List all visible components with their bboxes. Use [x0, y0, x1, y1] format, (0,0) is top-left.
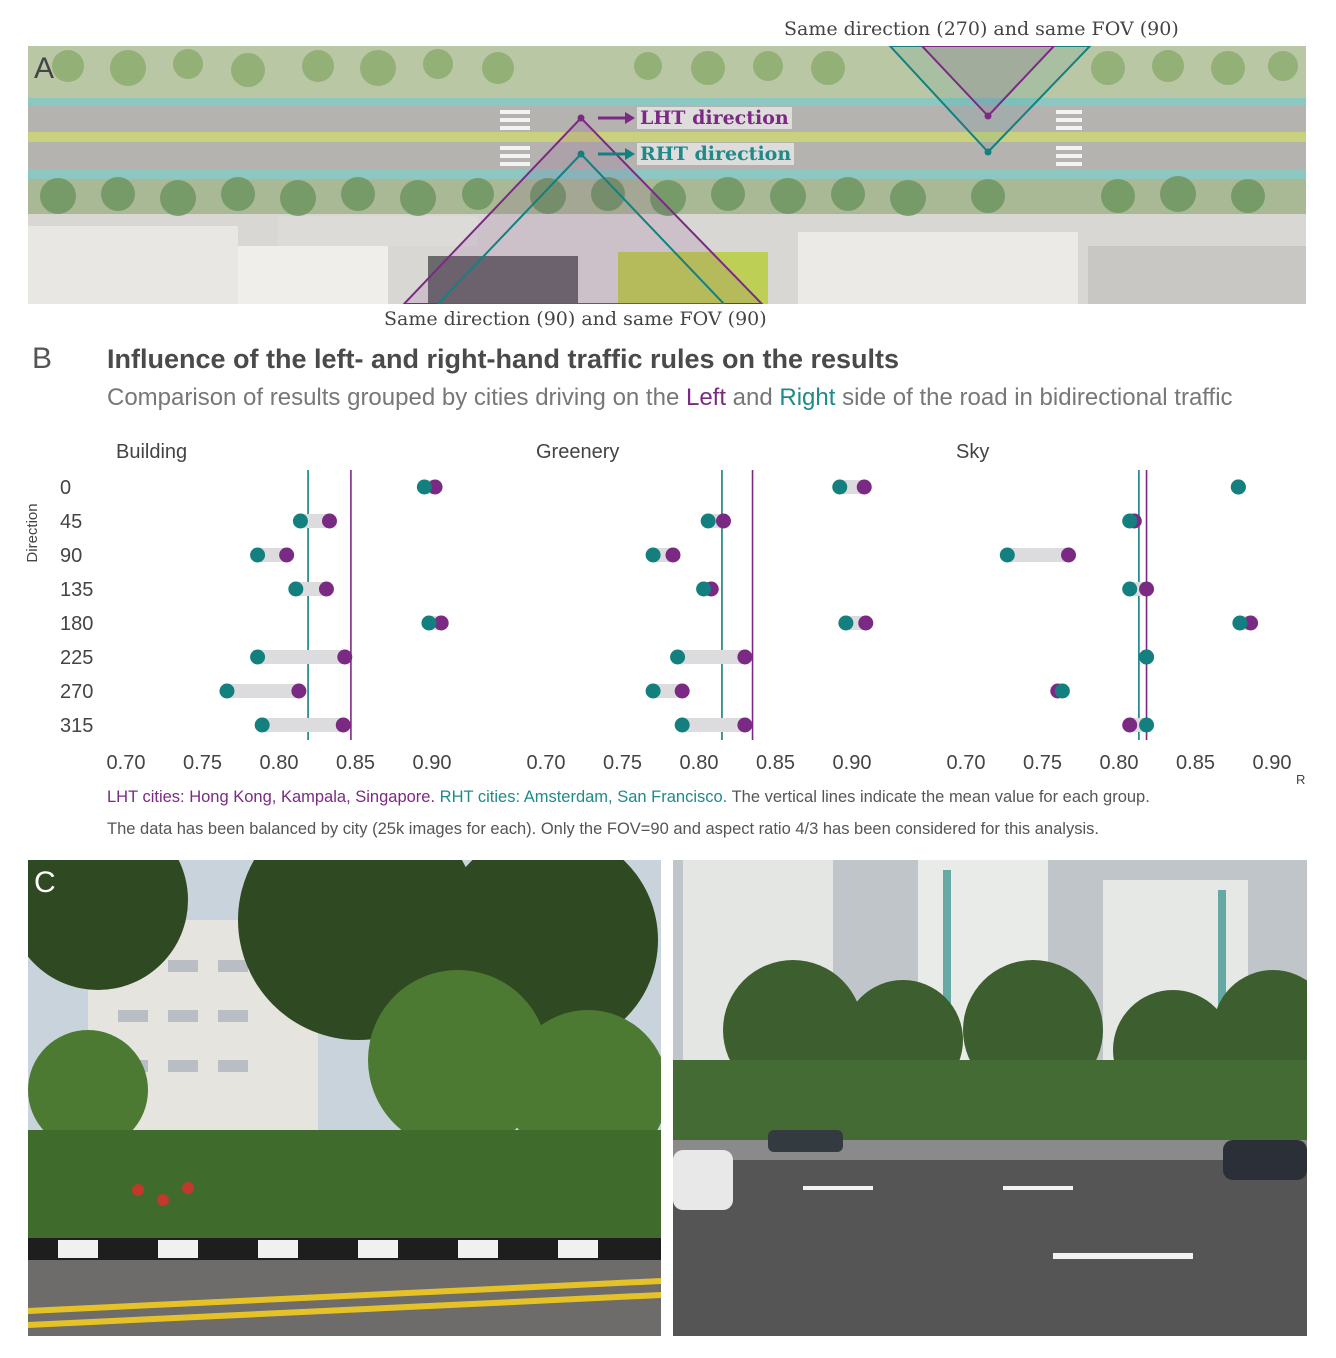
chart-subtitle: Comparison of results grouped by cities … — [107, 384, 1233, 412]
street-photo-left-illustration — [28, 860, 661, 1336]
rht-point — [700, 513, 716, 529]
rht-point — [1232, 615, 1248, 631]
direction-tick-label: 315 — [60, 715, 93, 737]
rht-point — [254, 717, 270, 733]
direction-tick-label: 225 — [60, 647, 93, 669]
rht-point — [1122, 581, 1138, 597]
rht-point — [674, 717, 690, 733]
subtitle-text-1: Comparison of results grouped by cities … — [107, 384, 686, 411]
subtitle-right: Right — [779, 384, 836, 411]
lht-point — [1139, 581, 1155, 597]
lht-point — [1122, 717, 1138, 733]
panel-c-letter: C — [34, 866, 56, 899]
x-tick-label: 0.85 — [756, 752, 795, 774]
lht-point — [665, 547, 681, 563]
direction-tick-label: 45 — [60, 511, 82, 533]
x-tick-label: 0.80 — [1100, 752, 1139, 774]
facet-title: Sky — [956, 441, 989, 463]
x-tick-label: 0.90 — [1253, 752, 1292, 774]
rht-point — [219, 683, 235, 699]
subtitle-text-2: and — [726, 384, 780, 411]
lht-direction-label: LHT direction — [637, 107, 792, 129]
x-tick-label: 0.85 — [1176, 752, 1215, 774]
rht-point — [1139, 649, 1155, 665]
rht-point — [292, 513, 308, 529]
x-tick-label: 0.70 — [527, 752, 566, 774]
lht-point — [279, 547, 295, 563]
chart-title: Influence of the left- and right-hand tr… — [107, 344, 900, 374]
chart-caption-note: The data has been balanced by city (25k … — [107, 820, 1099, 838]
caption-rht-cities: RHT cities: Amsterdam, San Francisco. — [439, 788, 728, 806]
rht-point — [250, 547, 266, 563]
x-tick-label: 0.80 — [680, 752, 719, 774]
lht-point — [674, 683, 690, 699]
rht-point — [1122, 513, 1138, 529]
panel-a-bottom-label: Same direction (90) and same FOV (90) — [384, 308, 767, 330]
lht-point — [1061, 547, 1077, 563]
street-photo-left — [28, 860, 661, 1336]
rht-point — [421, 615, 437, 631]
direction-tick-label: 90 — [60, 545, 82, 567]
x-tick-label: 0.90 — [413, 752, 452, 774]
y-axis-label: Direction — [24, 503, 41, 562]
lht-point — [856, 479, 872, 495]
caption-lht-cities: LHT cities: Hong Kong, Kampala, Singapor… — [107, 788, 436, 806]
rht-point — [288, 581, 304, 597]
x-axis-label: R — [1296, 772, 1305, 787]
lht-point — [715, 513, 731, 529]
panel-a-top-label: Same direction (270) and same FOV (90) — [784, 18, 1179, 40]
subtitle-text-3: side of the road in bidirectional traffi… — [835, 384, 1233, 411]
x-tick-label: 0.85 — [336, 752, 375, 774]
rht-point — [1054, 683, 1070, 699]
rht-point — [250, 649, 266, 665]
lht-point — [1243, 615, 1259, 631]
lht-point — [291, 683, 307, 699]
lht-point — [858, 615, 874, 631]
x-tick-label: 0.70 — [947, 752, 986, 774]
lht-point — [321, 513, 337, 529]
street-photo-right — [673, 860, 1307, 1336]
dumbbell-chart: Direction 0 45 90 135 180 225 270 315 R Building 0.… — [24, 441, 1305, 787]
x-tick-label: 0.80 — [260, 752, 299, 774]
rht-point — [696, 581, 712, 597]
lht-point — [427, 479, 443, 495]
rht-point — [416, 479, 432, 495]
x-tick-label: 0.70 — [107, 752, 146, 774]
chart-caption-legend: LHT cities: Hong Kong, Kampala, Singapor… — [107, 788, 1150, 807]
x-tick-label: 0.75 — [183, 752, 222, 774]
rht-point — [1230, 479, 1246, 495]
rht-point — [999, 547, 1015, 563]
direction-tick-label: 180 — [60, 613, 93, 635]
caption-mean-note: The vertical lines indicate the mean val… — [731, 788, 1150, 806]
rht-point — [838, 615, 854, 631]
x-tick-label: 0.75 — [603, 752, 642, 774]
lht-point — [433, 615, 449, 631]
lht-point — [318, 581, 334, 597]
rht-point — [670, 649, 686, 665]
lht-point — [335, 717, 351, 733]
facet-title: Greenery — [536, 441, 619, 463]
rht-point — [645, 547, 661, 563]
facet-title: Building — [116, 441, 187, 463]
subtitle-left: Left — [685, 384, 726, 411]
lht-point — [337, 649, 353, 665]
rht-point — [1139, 717, 1155, 733]
aerial-street-image — [28, 46, 1306, 304]
rht-point — [832, 479, 848, 495]
street-photo-right-illustration — [673, 860, 1307, 1336]
rht-point — [645, 683, 661, 699]
lht-point — [737, 649, 753, 665]
direction-tick-label: 270 — [60, 681, 93, 703]
x-tick-label: 0.90 — [833, 752, 872, 774]
aerial-street-illustration — [28, 46, 1306, 304]
direction-tick-label: 135 — [60, 579, 93, 601]
panel-b-letter: B — [32, 342, 53, 375]
x-tick-label: 0.75 — [1023, 752, 1062, 774]
rht-direction-label: RHT direction — [637, 143, 795, 165]
direction-tick-label: 0 — [60, 477, 71, 499]
lht-point — [737, 717, 753, 733]
panel-a-letter: A — [34, 52, 55, 85]
